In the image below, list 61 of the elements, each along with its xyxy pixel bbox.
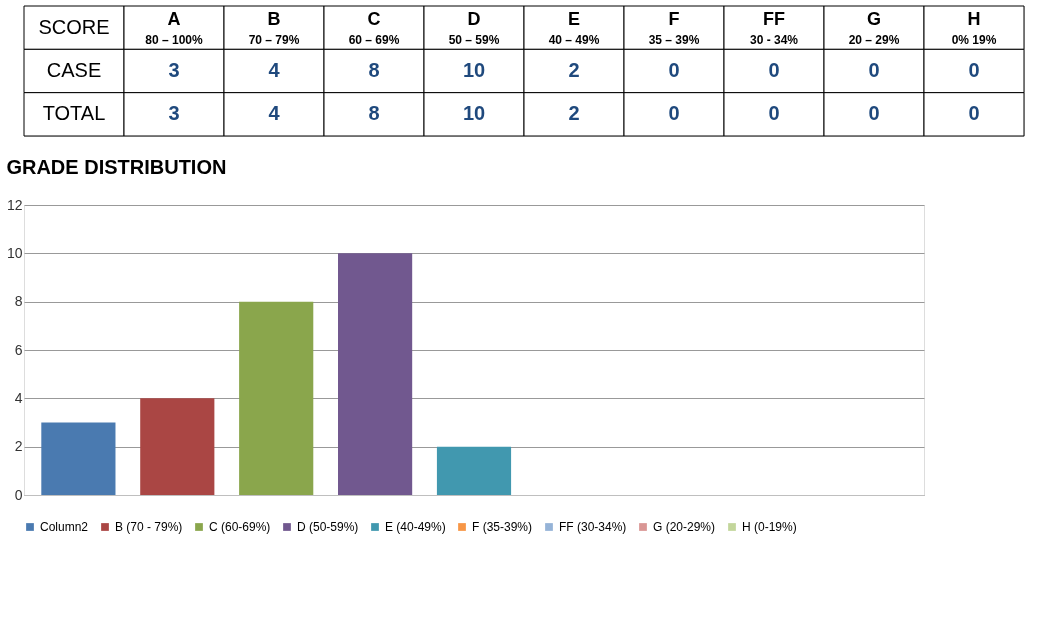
data-label: 4 [268,59,281,81]
data-label: 8 [368,59,380,81]
annotation: 20 – 29% [848,32,900,47]
x-tick-label: FF [763,8,785,29]
y-tick-label: 10 [6,244,23,261]
y-tick-label: 8 [14,293,23,310]
bar [338,253,413,495]
legend-label: G (20-29%) [653,520,716,534]
annotation: 60 – 69% [348,32,400,47]
annotation: 80 – 100% [145,32,204,47]
y-tick-label: 2 [14,438,23,455]
data-label: 0 [768,102,780,125]
x-tick-label: G [866,8,882,29]
legend-label: F (35-39%) [472,520,533,534]
x-tick-label: A [167,8,181,29]
data-label: 3 [168,59,180,81]
annotation: 0% 19% [951,32,997,47]
legend-label: B (70 - 79%) [115,520,183,534]
x-tick-label: E [567,8,581,29]
bar [239,301,314,495]
annotation: 50 – 59% [448,32,500,47]
annotation: 40 – 49% [548,32,600,47]
bar [436,446,512,495]
data-label: 4 [268,102,281,125]
x-tick-label: B [267,8,281,29]
legend-label: D (50-59%) [297,520,359,534]
legend-label: H (0-19%) [742,520,797,534]
data-label: 0 [668,59,680,81]
y-tick-label: 6 [14,341,23,358]
data-label: 3 [168,102,180,125]
data-label: 10 [462,102,486,125]
annotation: 70 – 79% [248,32,300,47]
bar [41,422,116,495]
legend-label: E (40-49%) [385,520,446,534]
x-tick-label: D [467,8,481,29]
y-tick-label: 4 [14,389,23,406]
y-tick-label: TOTAL [42,102,106,125]
data-label: 0 [968,59,980,81]
legend-label: Column2 [40,520,89,534]
x-tick-label: F [668,8,680,29]
data-label: 10 [462,59,486,81]
x-tick-label: H [967,8,981,29]
x-tick-label: C [367,8,381,29]
data-label: 8 [368,102,380,125]
data-label: 0 [868,59,880,81]
y-axis-title: SCORE [38,15,110,38]
y-tick-label: 0 [14,486,23,503]
annotation: 30 - 34% [749,32,799,47]
data-label: 0 [868,102,880,125]
legend-label: C (60-69%) [209,520,271,534]
y-tick-label: CASE [46,59,102,81]
annotation: 35 – 39% [648,32,700,47]
data-label: 2 [568,59,580,81]
data-label: 0 [768,59,780,81]
y-tick-label: 12 [6,196,23,213]
data-label: 0 [668,102,680,125]
data-label: 2 [568,102,580,125]
data-label: 0 [968,102,980,125]
bar [140,398,215,495]
legend-label: FF (30-34%) [559,520,627,534]
chart-title: GRADE DISTRIBUTION [6,156,227,178]
